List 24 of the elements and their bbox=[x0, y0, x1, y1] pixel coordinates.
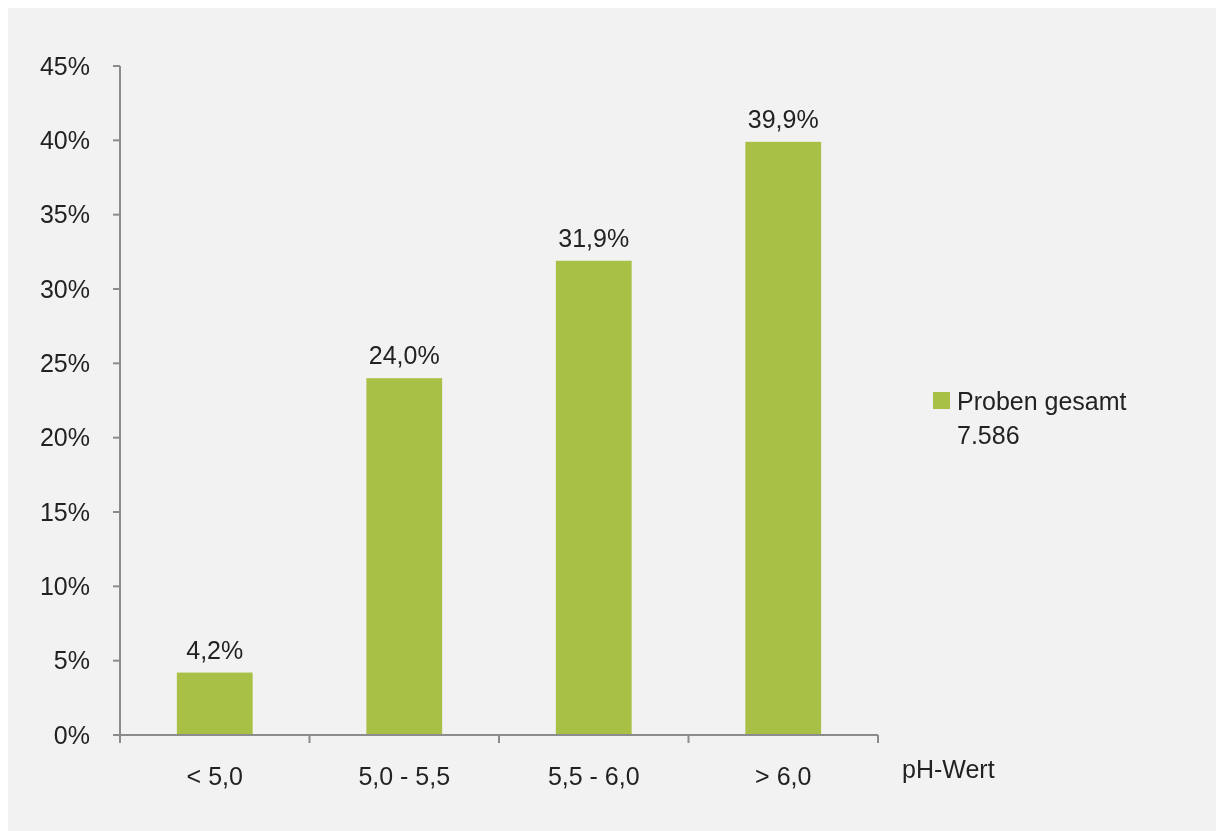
y-tick-label: 0% bbox=[53, 720, 90, 749]
data-label: 31,9% bbox=[558, 223, 630, 252]
data-label: 4,2% bbox=[186, 635, 244, 664]
x-tick-label: 5,5 - 6,0 bbox=[547, 762, 640, 790]
y-tick-label: 5% bbox=[53, 646, 90, 675]
y-tick-label: 30% bbox=[39, 274, 90, 303]
y-tick-label: 10% bbox=[39, 572, 90, 601]
bar bbox=[366, 378, 443, 735]
x-tick-label: < 5,0 bbox=[186, 762, 243, 790]
x-tick-label: > 6,0 bbox=[755, 762, 812, 790]
data-label: 24,0% bbox=[368, 341, 440, 370]
y-tick-label: 45% bbox=[39, 51, 90, 80]
y-tick-label: 40% bbox=[39, 126, 90, 155]
y-tick-label: 35% bbox=[39, 200, 90, 229]
bar bbox=[745, 141, 822, 735]
legend-label: Proben gesamt 7.586 bbox=[957, 387, 1127, 449]
y-tick-label: 25% bbox=[39, 349, 90, 378]
x-axis-title: pH-Wert bbox=[902, 755, 995, 783]
data-label: 39,9% bbox=[747, 104, 819, 133]
x-tick-label: 5,0 - 5,5 bbox=[358, 762, 451, 790]
y-tick-label: 20% bbox=[39, 423, 90, 452]
y-tick-label: 15% bbox=[39, 497, 90, 526]
bar bbox=[176, 672, 253, 735]
bar bbox=[555, 260, 632, 735]
